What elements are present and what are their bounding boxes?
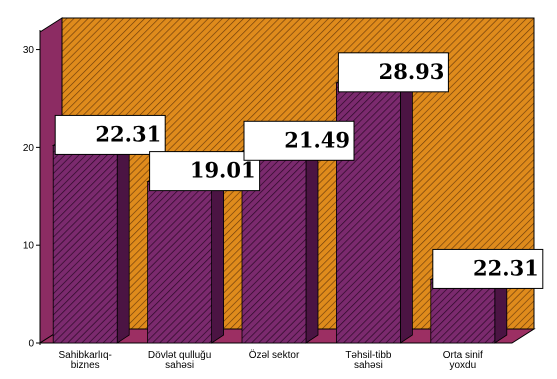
bar-side-1 bbox=[211, 172, 225, 344]
bar-1 bbox=[147, 181, 213, 344]
category-label-2-0: Özəl sektor bbox=[249, 349, 300, 361]
data-label-4: 22.31 bbox=[473, 255, 539, 280]
category-label-1-0: Dövlət qulluğu bbox=[148, 350, 211, 361]
data-label-1: 19.01 bbox=[190, 158, 256, 183]
category-label-4-1: yoxdu bbox=[449, 360, 476, 371]
data-label-box-3 bbox=[337, 52, 449, 93]
y-tick-label-2: 20 bbox=[23, 143, 35, 154]
category-label-3-1: sahəsi bbox=[354, 360, 383, 371]
bar-side-2 bbox=[305, 142, 319, 344]
y-tick-label-1: 10 bbox=[23, 241, 35, 252]
data-label-3: 28.93 bbox=[379, 59, 445, 84]
y-tick-label-0: 0 bbox=[28, 339, 34, 350]
bar-4 bbox=[430, 279, 496, 344]
data-label-box-4 bbox=[432, 248, 544, 289]
data-label-2: 21.49 bbox=[284, 127, 350, 152]
data-label-box-1 bbox=[149, 151, 261, 192]
data-label-box-2 bbox=[243, 120, 355, 161]
bars bbox=[51, 74, 509, 344]
bar-side-0 bbox=[116, 136, 130, 344]
category-label-4-0: Orta sinif bbox=[443, 350, 483, 361]
bar-0 bbox=[52, 145, 118, 344]
category-label-1-1: sahəsi bbox=[165, 360, 194, 371]
y-tick-label-3: 30 bbox=[23, 45, 35, 56]
bar-side-3 bbox=[399, 74, 413, 344]
y-axis: 0 10 20 30 bbox=[23, 30, 41, 350]
data-labels: 22.31 19.01 21.49 28.93 22.31 bbox=[54, 52, 544, 289]
category-label-0-1: biznes bbox=[71, 360, 100, 371]
data-label-0: 22.31 bbox=[95, 121, 161, 146]
data-label-box-0 bbox=[54, 114, 166, 155]
category-label-3-0: Təhsil-tibb bbox=[345, 350, 392, 361]
category-label-0-0: Sahibkarlıq- bbox=[59, 350, 112, 361]
